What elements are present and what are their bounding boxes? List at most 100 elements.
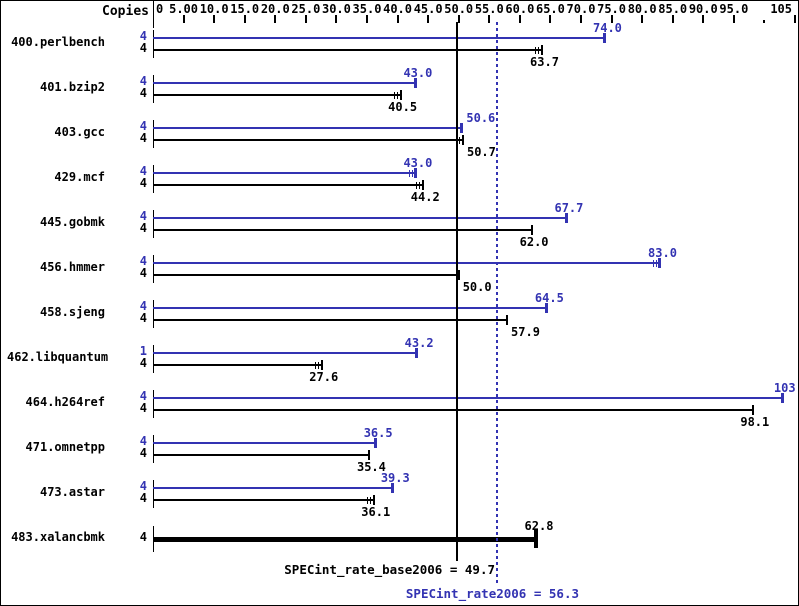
axis-tick-label: 105 [770, 2, 792, 16]
base-bar [153, 409, 753, 411]
bar-end-cap [461, 135, 464, 145]
bar-start-bracket [153, 210, 154, 238]
copies-label: 4 [139, 356, 147, 370]
axis-tick [641, 15, 644, 23]
axis-tick-label: 10.0 [199, 2, 229, 16]
copies-label: 4 [139, 266, 147, 280]
copies-label: 4 [139, 74, 147, 88]
axis-tick [702, 15, 705, 23]
value-label: 43.2 [404, 336, 434, 350]
base-bar [153, 94, 401, 96]
axis-tick [610, 15, 613, 23]
error-whisker [656, 260, 658, 267]
value-label: 36.1 [361, 505, 391, 519]
base-bar [153, 139, 463, 141]
error-whisker [369, 497, 371, 504]
copies-column-header: Copies [102, 4, 149, 19]
copies-label: 4 [139, 389, 147, 403]
peak-reference-line [496, 22, 499, 585]
bar-start-bracket [153, 300, 154, 328]
bar-end-cap [603, 33, 607, 43]
bar-end-cap [320, 360, 323, 370]
benchmark-label: 429.mcf [54, 170, 105, 184]
axis-tick-label: 45.0 [413, 2, 443, 16]
peak-bar [153, 442, 377, 444]
axis-tick [671, 15, 674, 23]
axis-tick-label: 40.0 [383, 2, 413, 16]
axis-tick-label: 80.0 [627, 2, 657, 16]
error-whisker [458, 137, 460, 144]
base-bar [153, 454, 370, 456]
bar-end-cap [541, 45, 544, 55]
axis-tick [580, 15, 582, 23]
copies-label: 4 [139, 221, 147, 235]
peak-rate-summary-label: SPECint_rate2006 = 56.3 [405, 586, 579, 601]
axis-tick [549, 15, 552, 23]
value-label: 63.7 [530, 55, 559, 69]
copies-label: 4 [139, 209, 147, 223]
peak-bar [153, 127, 463, 129]
value-label: 62.0 [519, 235, 549, 249]
axis-tick [182, 15, 185, 23]
error-whisker [408, 170, 410, 177]
bar-end-cap [413, 78, 417, 88]
axis-tick [213, 15, 216, 23]
bar-start-bracket [153, 75, 154, 103]
benchmark-label: 445.gobmk [39, 215, 105, 229]
axis-tick-label: 5.00 [169, 2, 199, 16]
peak-bar [153, 307, 548, 309]
axis-tick [457, 15, 460, 23]
copies-label: 4 [139, 41, 147, 55]
error-whisker [396, 92, 398, 99]
axis-tick [763, 20, 766, 23]
value-label: 50.6 [466, 111, 496, 125]
bar-end-cap [460, 123, 464, 133]
bar-end-cap [399, 90, 402, 100]
bar-end-cap [391, 483, 395, 493]
copies-label: 4 [139, 491, 147, 505]
bar-end-cap [374, 438, 378, 448]
bar-end-cap [422, 180, 425, 190]
axis-tick-label: 55.0 [474, 2, 504, 16]
peak-bar [153, 397, 783, 399]
base-bar [153, 229, 533, 231]
base-rate-summary-label: SPECint_rate_base2006 = 49.7 [284, 562, 495, 577]
copies-label: 4 [139, 299, 147, 313]
copies-label: 4 [139, 131, 147, 145]
error-whisker [419, 182, 421, 189]
bar-end-cap [751, 405, 754, 415]
axis-tick-label: 85.0 [658, 2, 688, 16]
value-label: 36.5 [363, 426, 393, 440]
bar-end-cap [658, 258, 662, 268]
bar-end-cap [545, 303, 549, 313]
peak-bar [153, 262, 661, 264]
axis-tick-label: 90.0 [688, 2, 718, 16]
bar-end-cap [457, 270, 460, 280]
copies-label: 4 [139, 119, 147, 133]
error-whisker [416, 182, 418, 189]
copies-label: 4 [139, 164, 147, 178]
axis-tick-label: 75.0 [597, 2, 627, 16]
benchmark-label: 401.bzip2 [39, 80, 105, 94]
axis-tick [427, 15, 430, 23]
peak-bar [153, 537, 537, 542]
axis-tick-label: 25.0 [291, 2, 321, 16]
bar-end-cap [415, 348, 419, 358]
value-label: 98.1 [740, 415, 770, 429]
base-bar [153, 49, 543, 51]
axis-tick [304, 15, 307, 23]
peak-bar [153, 82, 416, 84]
bar-end-cap [506, 315, 509, 325]
value-label: 40.5 [388, 100, 418, 114]
copies-label: 4 [139, 530, 147, 544]
benchmark-label: 471.omnetpp [25, 440, 105, 454]
bar-start-bracket [153, 435, 154, 463]
peak-bar [153, 37, 606, 39]
benchmark-label: 456.hmmer [39, 260, 105, 274]
value-label: 44.2 [410, 190, 440, 204]
peak-bar [153, 352, 418, 354]
axis-tick-label: 35.0 [352, 2, 382, 16]
bar-end-cap [564, 213, 568, 223]
copies-label: 4 [139, 29, 147, 43]
